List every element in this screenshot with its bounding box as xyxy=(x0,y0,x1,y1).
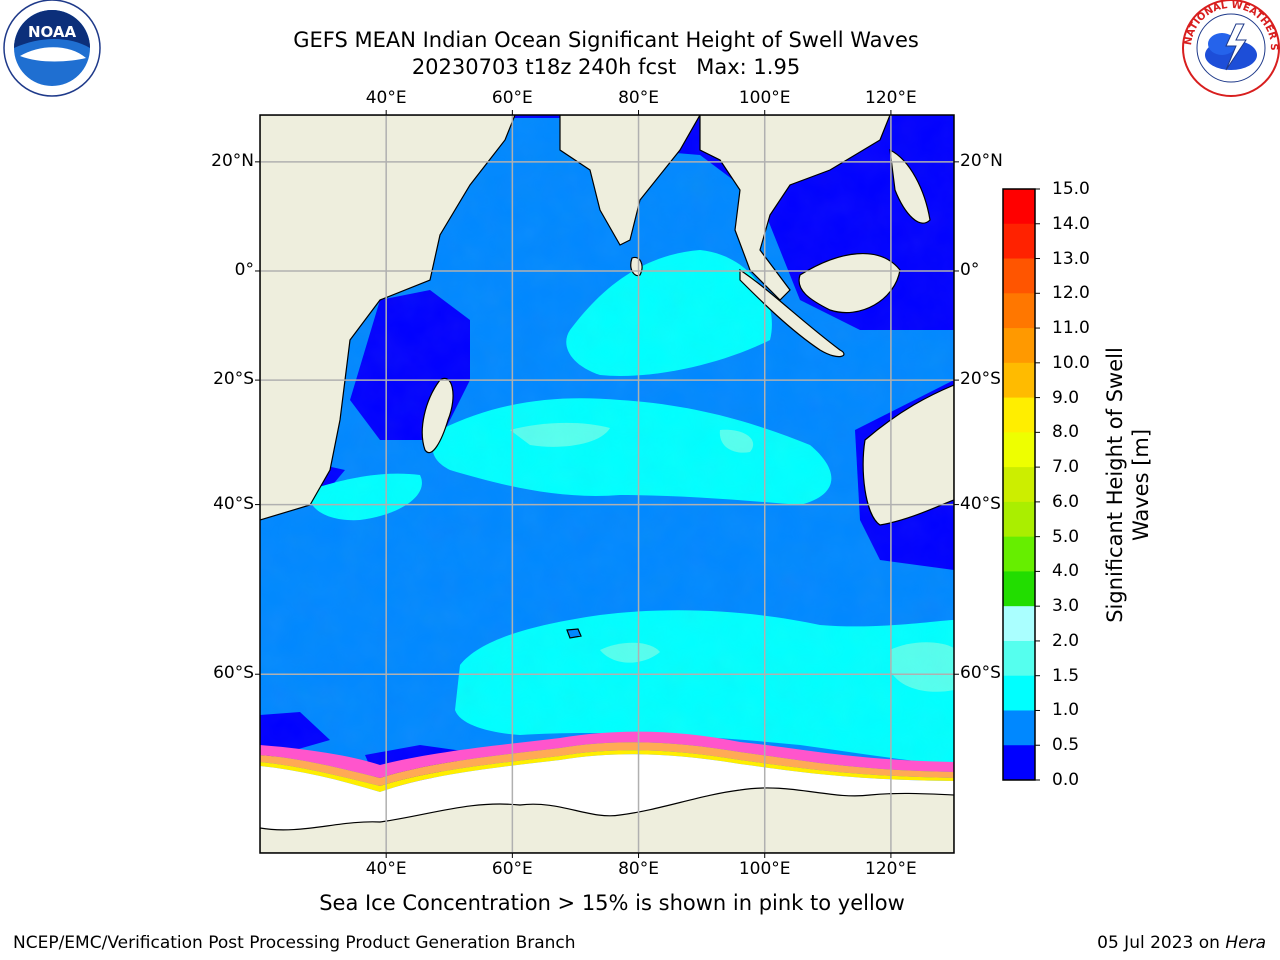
colorbar-segment xyxy=(1003,640,1035,677)
max-value: Max: 1.95 xyxy=(696,55,801,79)
x-tick-label: 100°E xyxy=(738,88,791,108)
y-tick-label: 60°S xyxy=(213,663,254,684)
colorbar-segment xyxy=(1003,258,1035,294)
footer-host: Hera xyxy=(1225,933,1266,953)
tick-marks xyxy=(255,110,959,858)
colorbar-tick-label: 8.0 xyxy=(1052,422,1080,443)
run-info: 20230703 t18z 240h fcst xyxy=(411,55,677,79)
map-grid xyxy=(260,115,954,853)
colorbar-segment xyxy=(1003,189,1035,225)
colorbar-tick-label: 7.0 xyxy=(1052,457,1080,478)
x-tick-label: 60°E xyxy=(491,859,533,879)
colorbar-tick-label: 3.0 xyxy=(1052,596,1080,617)
sea-ice-note: Sea Ice Concentration > 15% is shown in … xyxy=(319,891,905,915)
noaa-wordmark: NOAA xyxy=(28,23,77,41)
x-tick-label: 80°E xyxy=(618,859,659,879)
colorbar-segment xyxy=(1003,536,1035,572)
chart-title-line2: 20230703 t18z 240h fcst Max: 1.95 xyxy=(256,54,956,80)
footer-date: 05 Jul 2023 on xyxy=(1097,933,1220,953)
x-tick-label: 40°E xyxy=(365,859,407,879)
island-outline xyxy=(566,628,582,639)
map-border xyxy=(259,114,955,854)
colorbar-tick-label: 15.0 xyxy=(1052,179,1090,199)
colorbar-segment xyxy=(1003,397,1035,433)
colorbar-segment xyxy=(1003,432,1035,468)
colorbar-segment xyxy=(1003,362,1035,399)
colorbar-segment xyxy=(1003,606,1035,642)
y-tick-label: 20°N xyxy=(960,150,1003,171)
x-tick-label: 80°E xyxy=(618,88,659,108)
colorbar-tick-label: 6.0 xyxy=(1052,491,1080,512)
footer-left: NCEP/EMC/Verification Post Processing Pr… xyxy=(13,933,576,953)
y-tick-label: 20°S xyxy=(213,369,254,390)
colorbar-tick-label: 14.0 xyxy=(1052,213,1090,234)
colorbar-tick-label: 4.0 xyxy=(1052,561,1080,582)
y-tick-label: 0° xyxy=(234,259,254,280)
colorbar-tick-label: 1.0 xyxy=(1052,700,1080,721)
colorbar-tick-label: 1.5 xyxy=(1052,665,1080,686)
y-tick-label: 40°S xyxy=(960,493,1001,514)
colorbar-label-line1: Significant Height of Swell xyxy=(1103,347,1127,623)
x-tick-label: 120°E xyxy=(865,859,917,879)
colorbar-tick-label: 10.0 xyxy=(1052,352,1090,373)
colorbar-tick-label: 11.0 xyxy=(1052,318,1090,339)
colorbar-border xyxy=(1002,188,1036,781)
y-tick-label: 20°N xyxy=(211,150,254,171)
lightning-icon xyxy=(1225,23,1247,71)
colorbar-segment xyxy=(1003,675,1035,711)
colorbar-segment xyxy=(1003,223,1035,260)
x-tick-label: 100°E xyxy=(738,859,791,879)
colorbar-segment xyxy=(1003,745,1035,781)
y-tick-label: 40°S xyxy=(213,493,254,514)
colorbar-segment xyxy=(1003,328,1035,364)
x-tick-label: 60°E xyxy=(491,88,533,108)
footer-right: 05 Jul 2023 on Hera xyxy=(1097,933,1266,953)
colorbar-segment xyxy=(1003,501,1035,538)
colorbar-tick-label: 0.5 xyxy=(1052,735,1080,756)
x-tick-label: 40°E xyxy=(365,88,407,108)
colorbar-segment xyxy=(1003,710,1035,746)
colorbar-segment xyxy=(1003,571,1035,607)
y-tick-label: 0° xyxy=(960,259,980,280)
colorbar-segment xyxy=(1003,293,1035,329)
nws-logo: NATIONAL WEATHER SERVICE xyxy=(0,0,1280,97)
colorbar-segment xyxy=(1003,467,1035,503)
x-tick-label: 120°E xyxy=(865,88,917,108)
y-tick-label: 20°S xyxy=(960,369,1001,390)
svg-text:NATIONAL WEATHER SERVICE: NATIONAL WEATHER SERVICE xyxy=(0,0,1279,51)
colorbar-tick-label: 13.0 xyxy=(1052,248,1090,269)
colorbar xyxy=(1003,188,1040,781)
sea-ice-edge xyxy=(260,731,954,792)
chart-title-line1: GEFS MEAN Indian Ocean Significant Heigh… xyxy=(293,28,919,52)
colorbar-tick-label: 12.0 xyxy=(1052,283,1090,304)
y-tick-label: 60°S xyxy=(960,663,1001,684)
colorbar-tick-label: 5.0 xyxy=(1052,526,1080,547)
colorbar-tick-label: 2.0 xyxy=(1052,630,1080,651)
colorbar-tick-label: 0.0 xyxy=(1052,770,1080,790)
nws-ring-text: NATIONAL WEATHER SERVICE xyxy=(0,0,1279,51)
noaa-logo: NOAA xyxy=(3,0,101,97)
colorbar-label-line2: Waves [m] xyxy=(1129,428,1153,542)
map-panel xyxy=(260,115,954,853)
colorbar-tick-label: 9.0 xyxy=(1052,387,1080,408)
